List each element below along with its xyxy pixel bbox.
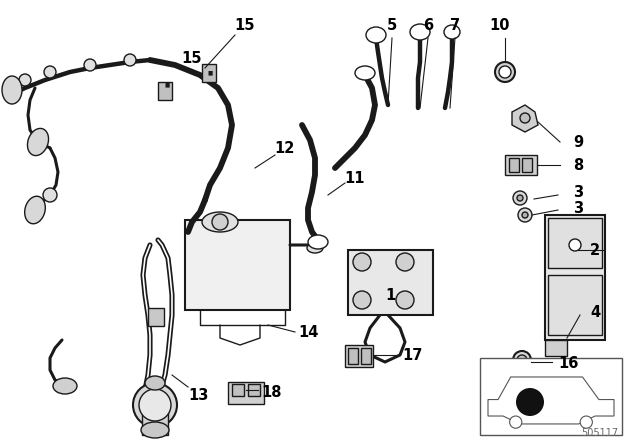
Bar — [548, 275, 602, 335]
Text: 505117: 505117 — [581, 428, 618, 438]
Ellipse shape — [2, 76, 22, 104]
Circle shape — [124, 54, 136, 66]
Text: 1: 1 — [385, 288, 395, 302]
Bar — [142, 405, 168, 435]
Ellipse shape — [139, 389, 171, 421]
Circle shape — [44, 66, 56, 78]
Ellipse shape — [355, 66, 375, 80]
Circle shape — [212, 214, 228, 230]
Circle shape — [580, 416, 593, 428]
Bar — [348, 348, 358, 364]
Ellipse shape — [133, 383, 177, 427]
Ellipse shape — [366, 27, 386, 43]
Text: 13: 13 — [188, 388, 208, 402]
Bar — [545, 215, 605, 340]
Circle shape — [495, 62, 515, 82]
Text: 16: 16 — [558, 356, 578, 370]
Ellipse shape — [25, 196, 45, 224]
Text: 12: 12 — [275, 141, 295, 155]
Bar — [345, 345, 373, 367]
Text: 17: 17 — [402, 348, 422, 362]
Bar — [480, 358, 622, 435]
Circle shape — [19, 74, 31, 86]
Circle shape — [509, 416, 522, 428]
Circle shape — [517, 355, 527, 365]
Text: 3: 3 — [573, 201, 583, 215]
Ellipse shape — [444, 25, 460, 39]
Ellipse shape — [141, 422, 169, 438]
Polygon shape — [488, 377, 614, 424]
Ellipse shape — [410, 24, 430, 40]
Text: 15: 15 — [182, 51, 202, 65]
Ellipse shape — [307, 243, 323, 253]
Bar — [228, 382, 264, 404]
Bar — [522, 158, 532, 172]
Text: 14: 14 — [298, 324, 318, 340]
Bar — [545, 340, 567, 356]
Polygon shape — [512, 105, 538, 132]
Circle shape — [43, 188, 57, 202]
Text: 10: 10 — [490, 17, 510, 33]
Ellipse shape — [53, 378, 77, 394]
Bar — [505, 155, 537, 175]
Bar — [158, 82, 172, 100]
Bar — [248, 384, 260, 396]
Text: 18: 18 — [262, 384, 282, 400]
Ellipse shape — [145, 376, 165, 390]
Circle shape — [499, 66, 511, 78]
Ellipse shape — [202, 212, 238, 232]
Circle shape — [353, 253, 371, 271]
Text: 15: 15 — [235, 17, 255, 33]
Text: 3: 3 — [573, 185, 583, 199]
Circle shape — [396, 291, 414, 309]
Circle shape — [513, 351, 531, 369]
Circle shape — [522, 212, 528, 218]
Circle shape — [517, 195, 523, 201]
Text: ■: ■ — [164, 82, 170, 87]
Text: 9: 9 — [573, 134, 583, 150]
Text: 4: 4 — [590, 305, 600, 319]
Circle shape — [84, 59, 96, 71]
Text: 5: 5 — [387, 17, 397, 33]
Bar — [548, 218, 602, 268]
Text: 2: 2 — [590, 242, 600, 258]
Bar — [148, 308, 164, 326]
Circle shape — [396, 253, 414, 271]
Bar — [232, 384, 244, 396]
Text: ■: ■ — [207, 70, 212, 76]
Bar — [348, 250, 433, 315]
Text: 8: 8 — [573, 158, 583, 172]
Bar — [509, 158, 519, 172]
Ellipse shape — [28, 129, 49, 155]
Bar — [361, 348, 371, 364]
Circle shape — [520, 113, 530, 123]
Circle shape — [353, 291, 371, 309]
Circle shape — [516, 388, 544, 416]
Circle shape — [513, 191, 527, 205]
Text: 6: 6 — [423, 17, 433, 33]
Bar — [185, 220, 290, 310]
Text: 11: 11 — [345, 171, 365, 185]
Bar — [202, 64, 216, 82]
Ellipse shape — [308, 235, 328, 249]
Text: 7: 7 — [450, 17, 460, 33]
Circle shape — [569, 239, 581, 251]
Circle shape — [518, 208, 532, 222]
